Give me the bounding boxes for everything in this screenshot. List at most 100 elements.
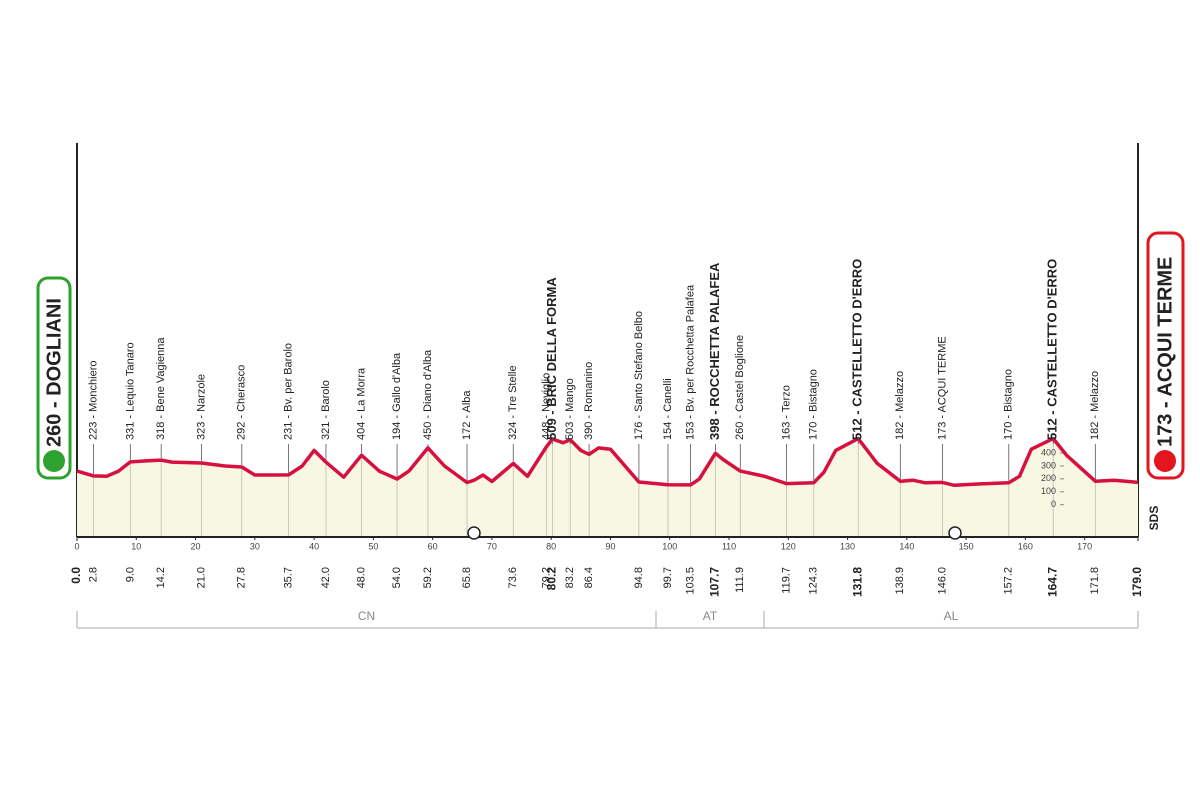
x-tick-label: 30 — [250, 541, 260, 551]
x-tick-label: 130 — [840, 541, 855, 551]
y-tick-label: 400 — [1041, 447, 1056, 457]
x-tick-label: 170 — [1077, 541, 1092, 551]
waypoint-label: 450 - Diano d'Alba — [422, 349, 434, 440]
waypoint-km: 54.0 — [391, 567, 403, 588]
waypoint-label: 170 - Bistagno — [808, 369, 820, 440]
waypoint-km: 99.7 — [662, 567, 674, 588]
x-tick-label: 50 — [368, 541, 378, 551]
waypoint-km: 111.9 — [734, 567, 746, 593]
start-badge: 260 - DOGLIANI — [36, 276, 72, 480]
waypoint-label: 398 - ROCCHETTA PALAFEA — [707, 262, 722, 440]
x-tick-label: 90 — [605, 541, 615, 551]
waypoint-label: 260 - Castel Boglione — [734, 335, 746, 440]
waypoint-km: 94.8 — [633, 567, 645, 588]
waypoint-km: 83.2 — [564, 567, 576, 588]
x-tick-label: 0 — [74, 541, 79, 551]
waypoint-km: 157.2 — [1003, 567, 1015, 595]
waypoint-km: 138.9 — [894, 567, 906, 595]
waypoint-label: 170 - Bistagno — [1003, 369, 1015, 440]
y-tick-label: 0 — [1051, 499, 1056, 509]
start-label: 260 - DOGLIANI — [43, 298, 65, 447]
waypoint-km: 103.5 — [684, 567, 696, 595]
waypoint-label: 172 - Alba — [461, 390, 473, 440]
x-tick-label: 120 — [781, 541, 796, 551]
logo: SDS — [1147, 506, 1161, 531]
x-tick-label: 160 — [1018, 541, 1033, 551]
waypoint-km: 146.0 — [936, 567, 948, 595]
start-km: 0.0 — [69, 567, 83, 584]
waypoint-label: 321 - Barolo — [320, 380, 332, 440]
x-tick-label: 110 — [722, 541, 736, 551]
badge-icon — [1154, 450, 1176, 472]
waypoint-km: 48.0 — [355, 567, 367, 588]
waypoint-label: 182 - Melazzo — [1089, 371, 1101, 440]
region-label: CN — [358, 609, 375, 623]
waypoint-label: 512 - CASTELLETTO D'ERRO — [1045, 259, 1060, 440]
waypoint-km: 107.7 — [708, 567, 722, 597]
waypoint-label: 154 - Canelli — [662, 378, 674, 440]
waypoint-label: 153 - Bv. per Rocchetta Palafea — [684, 284, 696, 440]
x-tick-label: 100 — [662, 541, 677, 551]
badge-frame — [36, 276, 72, 480]
x-tick-label: 140 — [899, 541, 914, 551]
waypoint-label: 173 - ACQUI TERME — [936, 336, 948, 440]
waypoint-label: 318 - Bene Vagienna — [155, 337, 167, 440]
profile-line — [76, 436, 1139, 488]
waypoint-km: 124.3 — [808, 567, 820, 595]
x-tick-label: 150 — [959, 541, 974, 551]
waypoint-km: 9.0 — [124, 567, 136, 582]
waypoint-km: 65.8 — [461, 567, 473, 588]
waypoint-km: 119.7 — [780, 567, 792, 594]
finish-badge: 173 - ACQUI TERME — [1146, 231, 1185, 480]
waypoint-km: 80.2 — [545, 567, 559, 591]
waypoint-label: 194 - Gallo d'Alba — [391, 352, 403, 440]
waypoint-label: 404 - La Morra — [355, 367, 367, 440]
waypoint-label: 512 - CASTELLETTO D'ERRO — [850, 259, 865, 440]
waypoint-label: 503 - Mango — [564, 378, 576, 440]
waypoint-label: 163 - Terzo — [780, 385, 792, 440]
waypoint-km: 73.6 — [507, 567, 519, 588]
waypoint-km: 27.8 — [236, 567, 248, 588]
waypoint-label: 390 - Romanino — [583, 362, 595, 440]
finish-km: 179.0 — [1130, 567, 1144, 597]
waypoint-label: 448 - Neviglio — [540, 373, 552, 440]
waypoint-label: 292 - Cherasco — [236, 365, 248, 440]
waypoint-km: 21.0 — [195, 567, 207, 588]
y-tick-label: 200 — [1041, 473, 1056, 483]
profile-area — [77, 438, 1138, 537]
region-label: AT — [703, 609, 718, 623]
waypoint-km: 35.7 — [283, 567, 295, 588]
waypoint-km: 59.2 — [422, 567, 434, 588]
waypoint-label: 223 - Monchiero — [88, 361, 100, 441]
waypoint-km: 131.8 — [850, 567, 864, 597]
finish-label: 173 - ACQUI TERME — [1154, 257, 1176, 447]
sprint-icon — [467, 526, 481, 540]
x-tick-label: 80 — [546, 541, 556, 551]
x-tick-label: 40 — [309, 541, 319, 551]
waypoint-label: 231 - Bv. per Barolo — [283, 343, 295, 440]
badge-frame — [1146, 231, 1185, 480]
x-tick-label: 20 — [191, 541, 201, 551]
x-tick-label: 10 — [131, 541, 141, 551]
y-tick-label: 300 — [1041, 460, 1056, 470]
x-tick-label: 70 — [487, 541, 497, 551]
waypoint-km: 2.8 — [88, 567, 100, 582]
waypoint-label: 176 - Santo Stefano Belbo — [633, 311, 645, 440]
waypoint-label: 331 - Lequio Tanaro — [124, 342, 136, 440]
waypoint-label: 509 - BRIC DELLA FORMA — [544, 277, 559, 440]
waypoint-label: 324 - Tre Stelle — [507, 365, 519, 440]
waypoint-label: 182 - Melazzo — [894, 371, 906, 440]
waypoint-km: 171.8 — [1089, 567, 1101, 595]
badge-icon — [43, 450, 65, 472]
region-label: AL — [944, 609, 959, 623]
waypoint-km: 86.4 — [583, 567, 595, 588]
waypoint-km: 79.2 — [540, 567, 552, 588]
tunnel-icon — [948, 526, 962, 540]
y-tick-label: 100 — [1041, 486, 1056, 496]
waypoint-km: 42.0 — [320, 567, 332, 588]
waypoint-km: 14.2 — [155, 567, 167, 588]
waypoint-label: 323 - Narzole — [195, 374, 207, 440]
waypoint-km: 164.7 — [1045, 567, 1059, 597]
x-tick-label: 60 — [428, 541, 438, 551]
